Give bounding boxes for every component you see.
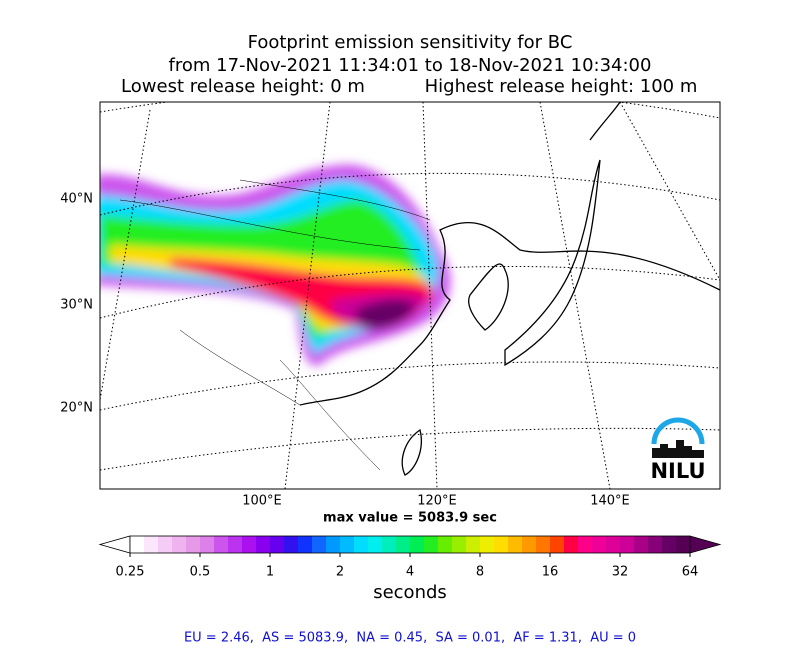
colorbar-segment bbox=[298, 536, 313, 553]
colorbar-segment bbox=[606, 536, 621, 553]
colorbar-segment bbox=[592, 536, 607, 553]
colorbar-segment bbox=[312, 536, 327, 553]
colorbar-segment bbox=[326, 536, 341, 553]
colorbar-segment bbox=[186, 536, 201, 553]
colorbar-segment bbox=[522, 536, 537, 553]
lon-label: 140°E bbox=[590, 494, 630, 509]
colorbar-label: seconds bbox=[373, 582, 447, 603]
colorbar-tick-label: 1 bbox=[266, 565, 274, 580]
colorbar-tick-label: 32 bbox=[612, 565, 629, 580]
colorbar-segment bbox=[256, 536, 271, 553]
lat-label: 40°N bbox=[60, 192, 93, 207]
colorbar-segment bbox=[550, 536, 565, 553]
colorbar-segment bbox=[340, 536, 355, 553]
lon-label: 120°E bbox=[417, 494, 457, 509]
title: from 17-Nov-2021 11:34:01 to 18-Nov-2021… bbox=[169, 55, 652, 76]
colorbar-segment bbox=[270, 536, 285, 553]
colorbar-segment bbox=[508, 536, 523, 553]
colorbar-segment bbox=[214, 536, 229, 553]
colorbar-segment bbox=[144, 536, 159, 553]
max-value: max value = 5083.9 sec bbox=[323, 511, 497, 526]
title: Footprint emission sensitivity for BC bbox=[248, 32, 573, 53]
colorbar-segment bbox=[620, 536, 635, 553]
colorbar-tick-label: 0.25 bbox=[116, 565, 145, 580]
logo: NILU bbox=[650, 417, 706, 483]
colorbar-tick-label: 0.5 bbox=[190, 565, 211, 580]
colorbar-segment bbox=[158, 536, 173, 553]
colorbar-segment bbox=[396, 536, 411, 553]
colorbar-segment bbox=[662, 536, 677, 553]
colorbar-segment bbox=[424, 536, 439, 553]
colorbar-tick-label: 2 bbox=[336, 565, 344, 580]
colorbar-segment bbox=[410, 536, 425, 553]
colorbar-segment bbox=[466, 536, 481, 553]
colorbar-segment bbox=[480, 536, 495, 553]
colorbar-segment bbox=[284, 536, 299, 553]
title: Lowest release height: 0 m bbox=[121, 76, 365, 97]
colorbar-tick-label: 16 bbox=[542, 565, 559, 580]
colorbar-tick-label: 4 bbox=[406, 565, 414, 580]
colorbar-tick-label: 8 bbox=[476, 565, 484, 580]
colorbar-extend bbox=[689, 535, 722, 554]
map-frame bbox=[99, 101, 721, 490]
colorbar-segment bbox=[648, 536, 663, 553]
colorbar-tick-label: 64 bbox=[682, 565, 699, 580]
logo-text: NILU bbox=[650, 459, 705, 483]
colorbar-segment bbox=[130, 536, 145, 553]
colorbar-segment bbox=[452, 536, 467, 553]
colorbar-segment bbox=[634, 536, 649, 553]
colorbar-segment bbox=[354, 536, 369, 553]
colorbar-segment bbox=[536, 536, 551, 553]
map bbox=[100, 102, 720, 489]
colorbar-segment bbox=[228, 536, 243, 553]
colorbar-extend bbox=[98, 535, 131, 554]
colorbar-segment bbox=[578, 536, 593, 553]
colorbar-segment bbox=[242, 536, 257, 553]
colorbar-segment bbox=[676, 536, 691, 553]
colorbar-segment bbox=[368, 536, 383, 553]
lon-label: 100°E bbox=[242, 494, 282, 509]
colorbar-segment bbox=[200, 536, 215, 553]
colorbar-segment bbox=[172, 536, 187, 553]
colorbar-segment bbox=[494, 536, 509, 553]
colorbar-segment bbox=[564, 536, 579, 553]
colorbar-segment bbox=[438, 536, 453, 553]
lat-label: 20°N bbox=[60, 401, 93, 416]
footer: EU = 2.46, AS = 5083.9, NA = 0.45, SA = … bbox=[184, 631, 636, 646]
lat-label: 30°N bbox=[60, 298, 93, 313]
colorbar-segment bbox=[382, 536, 397, 553]
plume bbox=[100, 164, 451, 366]
title: Highest release height: 100 m bbox=[425, 76, 698, 97]
